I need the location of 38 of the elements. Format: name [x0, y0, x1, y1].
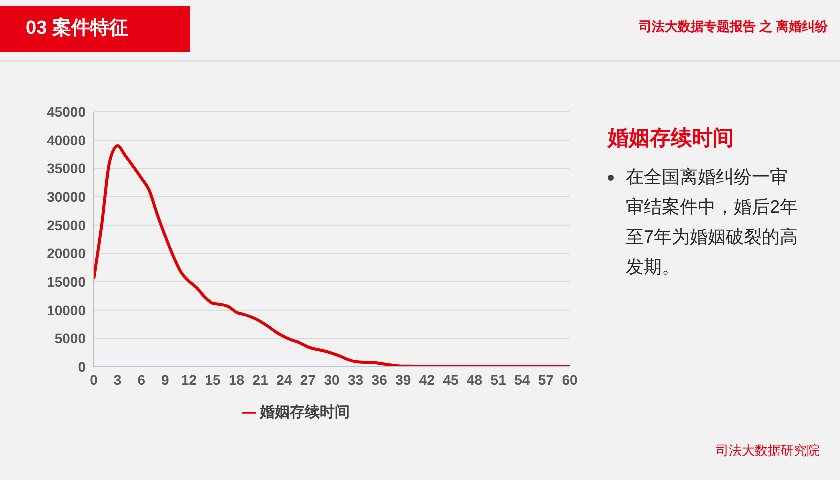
legend-label: 婚姻存续时间	[260, 404, 350, 421]
text: 司法大数据专题报告 之 离婚纠纷	[638, 18, 828, 36]
x-tick-label: 15	[205, 372, 221, 388]
line-series	[94, 144, 570, 367]
x-tick-label: 33	[348, 372, 364, 388]
y-tick-label: 45000	[47, 104, 86, 120]
x-tick-label: 0	[90, 372, 98, 388]
y-tick-label: 30000	[47, 188, 86, 205]
y-tick-label: 0	[78, 358, 86, 375]
y-tick-label: 35000	[47, 160, 86, 177]
x-tick-label: 3	[114, 372, 122, 388]
x-tick-label: 42	[419, 372, 436, 388]
x-tick-label: 21	[252, 372, 269, 388]
x-tick-label: 12	[181, 372, 198, 388]
x-tick-label: 36	[372, 372, 388, 388]
x-tick-label: 18	[229, 372, 245, 388]
x-tick-label: 27	[300, 372, 316, 388]
y-tick-label: 20000	[47, 246, 86, 262]
text: 司法大数据研究院	[716, 442, 820, 460]
x-tick-label: 9	[162, 372, 170, 388]
x-tick-label: 24	[276, 372, 292, 388]
text: 婚姻存续时间	[608, 126, 734, 152]
y-tick-label: 25000	[47, 217, 86, 234]
y-tick-label: 5000	[54, 330, 86, 347]
text: 03 案件特征	[0, 6, 190, 52]
y-tick-label: 10000	[47, 302, 86, 318]
y-tick-label: 40000	[47, 132, 86, 148]
x-tick-label: 48	[467, 372, 483, 388]
x-tick-label: 51	[490, 372, 507, 388]
x-tick-label: 60	[562, 372, 578, 388]
x-tick-label: 30	[324, 372, 340, 388]
x-tick-label: 57	[538, 372, 554, 388]
y-tick-label: 15000	[47, 274, 86, 290]
x-tick-label: 6	[138, 372, 146, 388]
x-tick-label: 45	[443, 372, 459, 388]
text: 在全国离婚纠纷一审审结案件中，婚后2年至7年为婚姻破裂的高发期。	[626, 166, 798, 279]
x-tick-label: 39	[396, 372, 412, 388]
x-tick-label: 54	[514, 372, 530, 388]
